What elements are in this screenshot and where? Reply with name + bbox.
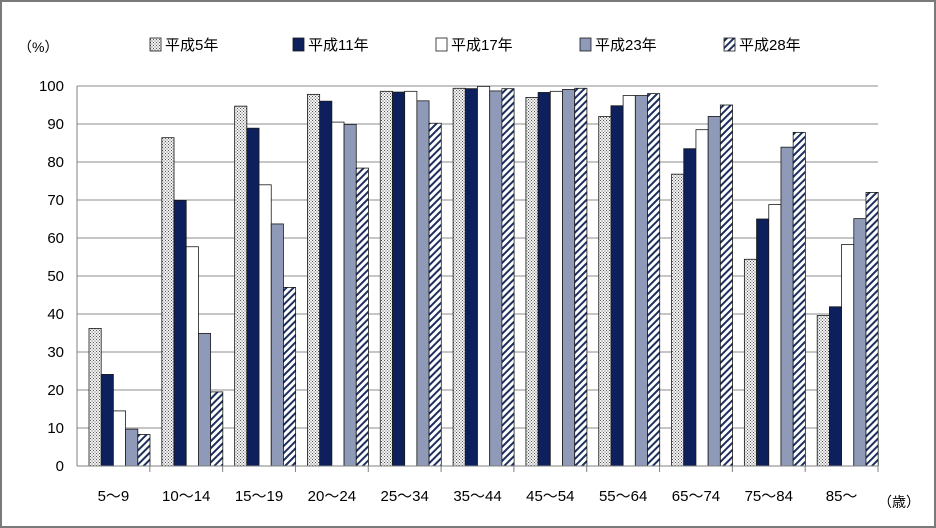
x-tick-label: 20～24	[308, 488, 356, 505]
bar	[780, 146, 794, 467]
x-tick-label: 35～44	[453, 488, 501, 505]
legend: 平成5年 平成11年 平成17年 平成23年 平成28年	[149, 37, 801, 54]
bar	[173, 199, 187, 467]
bar	[671, 173, 685, 467]
y-tick-label: 60	[47, 230, 64, 247]
bar	[828, 306, 842, 467]
bar	[610, 105, 624, 467]
bar	[683, 148, 697, 467]
y-tick-label: 50	[47, 268, 64, 285]
x-tick-label: 75～84	[745, 488, 793, 505]
bar	[865, 191, 879, 467]
bar	[137, 434, 151, 467]
legend-label: 平成17年	[451, 37, 513, 54]
bar	[185, 246, 199, 467]
bar	[392, 91, 406, 467]
bar	[319, 100, 333, 467]
bar	[622, 95, 636, 467]
legend-swatch	[292, 37, 305, 52]
bar	[125, 428, 139, 467]
bar	[756, 218, 770, 467]
y-tick-label: 0	[56, 458, 64, 475]
y-tick-label: 20	[47, 382, 64, 399]
legend-label: 平成23年	[595, 37, 657, 54]
bar	[307, 93, 321, 467]
x-tick-label: 10～14	[162, 488, 210, 505]
bar	[210, 391, 224, 467]
x-tick-label: 65～74	[672, 488, 720, 505]
x-tick-label: 85～	[826, 488, 858, 505]
bar	[841, 244, 855, 467]
legend-swatch	[723, 37, 736, 52]
x-tick-label: 45～54	[526, 488, 574, 505]
y-axis-unit-label: （%）	[18, 39, 58, 55]
legend-label: 平成28年	[739, 37, 801, 54]
bar	[355, 167, 369, 467]
axes: 0 10 20 30 40 50 60 70 80 90 100 5～9 10～14 15～19 20～24…	[39, 78, 879, 505]
bar	[719, 104, 733, 467]
x-tick-label: 55～64	[599, 488, 647, 505]
legend-swatch	[579, 37, 592, 52]
x-tick-label: 15～19	[235, 488, 283, 505]
bar	[647, 93, 661, 467]
bar	[549, 90, 563, 467]
bar	[100, 374, 114, 467]
x-axis-unit-label: （歳）	[878, 494, 920, 510]
legend-label: 平成5年	[165, 37, 218, 54]
bar	[331, 121, 345, 467]
bar	[198, 332, 212, 467]
bar	[88, 328, 102, 467]
bar	[161, 137, 175, 467]
bar	[283, 286, 297, 467]
bar	[416, 100, 430, 467]
bars	[88, 85, 879, 467]
y-tick-label: 70	[47, 192, 64, 209]
bar	[525, 97, 539, 467]
y-tick-label: 80	[47, 154, 64, 171]
bar	[768, 204, 782, 467]
legend-swatch	[149, 37, 162, 52]
legend-swatch	[435, 37, 448, 52]
bar	[452, 87, 466, 467]
bar	[634, 95, 648, 467]
y-tick-label: 10	[47, 420, 64, 437]
legend-label: 平成11年	[308, 37, 369, 54]
bar	[574, 87, 588, 467]
bar	[707, 116, 721, 467]
bar	[404, 90, 418, 467]
x-tick-label: 25～34	[380, 488, 428, 505]
bar	[489, 90, 503, 467]
bar	[113, 410, 127, 467]
x-tick-label: 5～9	[98, 488, 130, 505]
bar	[598, 116, 612, 467]
bar	[428, 122, 442, 467]
bar	[464, 88, 478, 467]
bar	[743, 258, 757, 467]
y-tick-label: 30	[47, 344, 64, 361]
bar	[234, 105, 248, 467]
bar	[816, 315, 830, 467]
bar	[477, 85, 491, 467]
bar	[792, 131, 806, 467]
bar	[537, 92, 551, 467]
bar	[270, 223, 284, 467]
bar	[246, 127, 260, 467]
bar	[258, 184, 272, 467]
bar	[501, 88, 515, 467]
y-tick-label: 40	[47, 306, 64, 323]
bar	[343, 123, 357, 467]
bar	[379, 90, 393, 467]
y-tick-label: 100	[39, 78, 64, 95]
y-tick-label: 90	[47, 116, 64, 133]
bar	[695, 129, 709, 467]
bar	[562, 89, 576, 467]
bar	[853, 218, 867, 467]
